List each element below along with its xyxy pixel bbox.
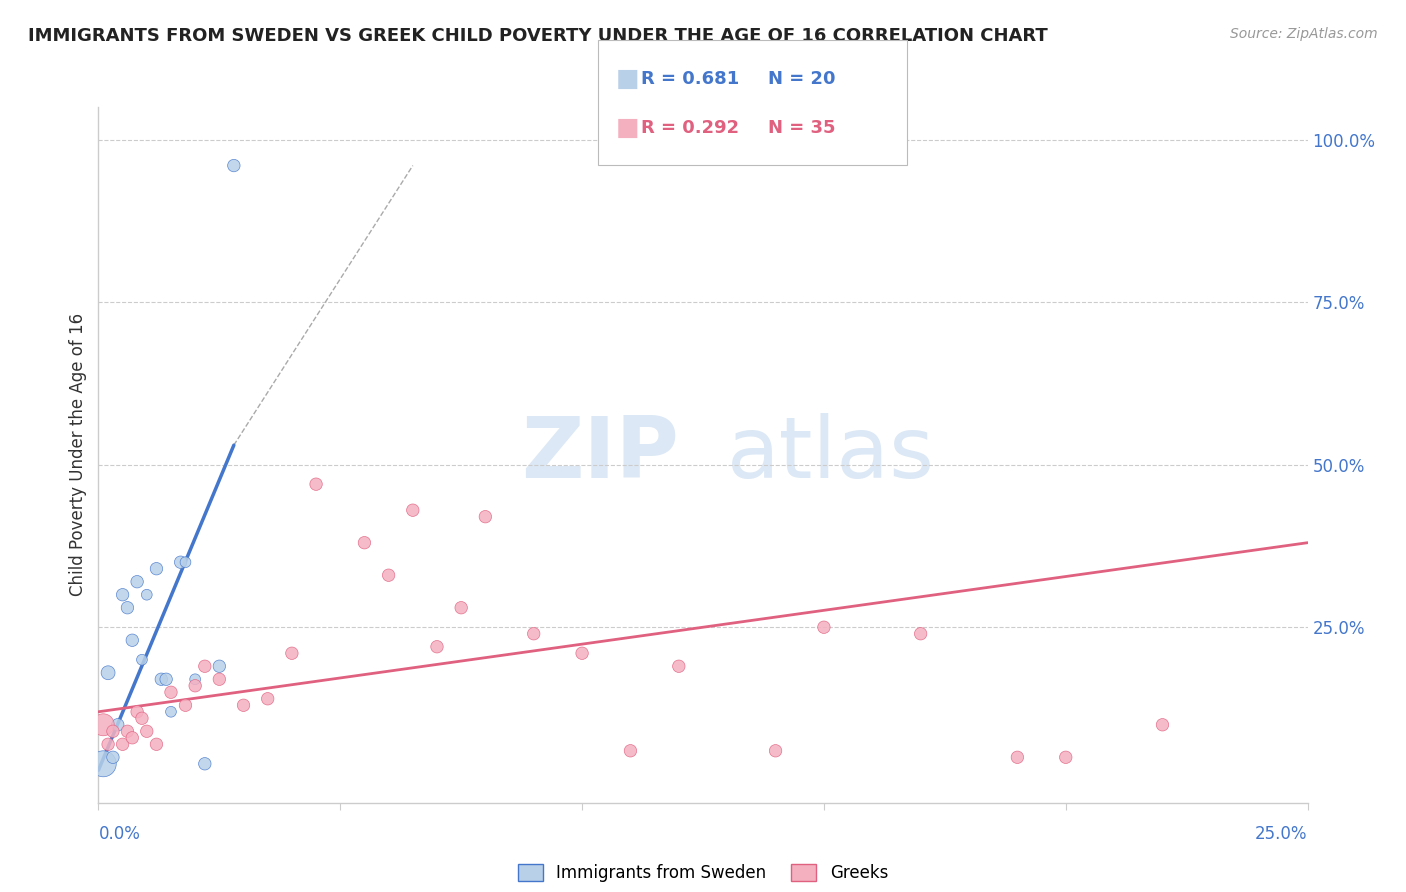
Point <box>305 477 328 491</box>
Point <box>145 562 167 576</box>
Text: ■: ■ <box>616 68 640 91</box>
Text: R = 0.681: R = 0.681 <box>641 70 740 88</box>
Point <box>813 620 835 634</box>
Point <box>256 691 278 706</box>
Point <box>208 672 231 686</box>
Point <box>184 672 207 686</box>
Point <box>174 555 197 569</box>
Text: N = 35: N = 35 <box>768 120 835 137</box>
Point <box>426 640 449 654</box>
Point <box>222 159 245 173</box>
Point <box>765 744 787 758</box>
Point <box>377 568 399 582</box>
Point <box>571 646 593 660</box>
Point <box>101 724 124 739</box>
Point <box>474 509 496 524</box>
Point <box>402 503 425 517</box>
Point <box>668 659 690 673</box>
Point <box>97 737 120 751</box>
Point <box>97 665 120 680</box>
Point <box>450 600 472 615</box>
Text: R = 0.292: R = 0.292 <box>641 120 740 137</box>
Point <box>107 718 129 732</box>
Point <box>169 555 191 569</box>
Text: 0.0%: 0.0% <box>98 825 141 843</box>
Y-axis label: Child Poverty Under the Age of 16: Child Poverty Under the Age of 16 <box>69 313 87 597</box>
Point <box>1152 718 1174 732</box>
Point <box>1054 750 1077 764</box>
Point <box>208 659 231 673</box>
Point <box>131 711 153 725</box>
Point <box>1007 750 1029 764</box>
Point <box>127 705 149 719</box>
Text: ■: ■ <box>616 116 640 140</box>
Point <box>523 626 546 640</box>
Point <box>281 646 304 660</box>
Text: ZIP: ZIP <box>522 413 679 497</box>
Point <box>910 626 932 640</box>
Point <box>91 718 114 732</box>
Text: 25.0%: 25.0% <box>1256 825 1308 843</box>
Point <box>121 731 143 745</box>
Point <box>135 724 157 739</box>
Point <box>174 698 197 713</box>
Point <box>160 685 183 699</box>
Point <box>194 756 217 771</box>
Point <box>135 588 157 602</box>
Text: N = 20: N = 20 <box>768 70 835 88</box>
Point <box>131 653 153 667</box>
Point <box>117 600 139 615</box>
Point <box>353 535 375 549</box>
Point <box>155 672 177 686</box>
Legend: Immigrants from Sweden, Greeks: Immigrants from Sweden, Greeks <box>512 857 894 888</box>
Point <box>111 588 134 602</box>
Point <box>111 737 134 751</box>
Point <box>101 750 124 764</box>
Point <box>127 574 149 589</box>
Point <box>117 724 139 739</box>
Text: Source: ZipAtlas.com: Source: ZipAtlas.com <box>1230 27 1378 41</box>
Point <box>184 679 207 693</box>
Point <box>91 756 114 771</box>
Point <box>121 633 143 648</box>
Point <box>160 705 183 719</box>
Point <box>619 744 641 758</box>
Point <box>150 672 173 686</box>
Text: atlas: atlas <box>727 413 935 497</box>
Point <box>145 737 167 751</box>
Point <box>194 659 217 673</box>
Point <box>232 698 254 713</box>
Text: IMMIGRANTS FROM SWEDEN VS GREEK CHILD POVERTY UNDER THE AGE OF 16 CORRELATION CH: IMMIGRANTS FROM SWEDEN VS GREEK CHILD PO… <box>28 27 1047 45</box>
